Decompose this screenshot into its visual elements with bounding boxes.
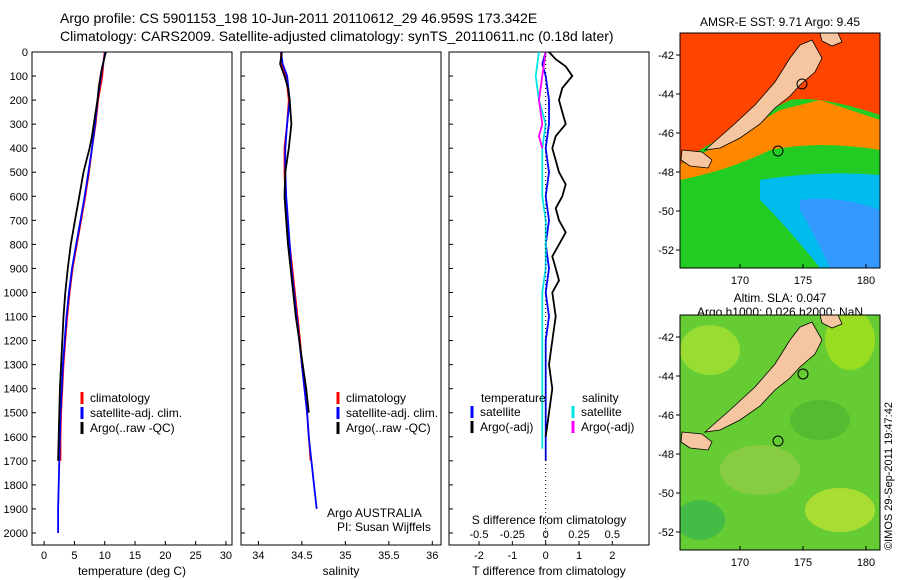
- y-tick-label: 1100: [4, 312, 28, 324]
- x-tick-label: 35: [339, 550, 351, 562]
- y-tick-label: 1900: [4, 504, 28, 516]
- x-top-tick-label: 0.25: [568, 529, 589, 541]
- legend-title-salinity: salinity: [582, 391, 619, 405]
- y-tick-label: 1800: [4, 480, 28, 492]
- legend-entry: satellite-adj. clim.: [90, 406, 182, 420]
- legend-title-temperature: temperature: [481, 391, 546, 405]
- map-y-tick-label: -48: [658, 449, 674, 461]
- legend-entry: satellite: [581, 405, 622, 419]
- y-tick-label: 1500: [4, 408, 28, 420]
- x-tick-label: 34: [252, 550, 264, 562]
- map-y-tick-label: -46: [658, 410, 674, 422]
- series-line-argo--adj-: [538, 51, 547, 149]
- map-y-tick-label: -50: [658, 488, 674, 500]
- legend-entry: satellite: [480, 405, 521, 419]
- x-top-tick-label: 0.5: [605, 529, 620, 541]
- map-x-tick-label: 170: [731, 557, 749, 569]
- y-tick-label: 1000: [4, 287, 28, 299]
- series-line-satellite-adj--clim-: [280, 51, 318, 510]
- x-tick-label: 5: [71, 550, 77, 562]
- legend-entry: Argo(-adj): [480, 420, 533, 434]
- legend-entry: climatology: [90, 391, 150, 405]
- y-tick-label: 600: [10, 191, 28, 203]
- y-tick-label: 500: [10, 167, 28, 179]
- y-tick-label: 200: [10, 95, 28, 107]
- series-line-argo---raw--qc-: [279, 51, 310, 413]
- x-axis-label: salinity: [323, 564, 360, 578]
- sst-map: [680, 33, 880, 268]
- y-tick-label: 1700: [4, 456, 28, 468]
- x-top-tick-label: -0.25: [500, 529, 525, 541]
- y-tick-label: 800: [10, 239, 28, 251]
- y-tick-label: 0: [22, 47, 28, 59]
- x-tick-label: 20: [159, 550, 171, 562]
- x-tick-label: 0: [41, 550, 47, 562]
- y-tick-label: 100: [10, 71, 28, 83]
- panel-frame: [31, 51, 233, 546]
- y-tick-label: 1400: [4, 384, 28, 396]
- sla-map-title-line1: Altim. SLA: 0.047: [734, 291, 827, 305]
- panel-frame: [240, 51, 442, 546]
- x-tick-label: -2: [474, 550, 484, 562]
- credit-text: ©IMOS 29-Sep-2011 19:47:42: [883, 402, 895, 550]
- series-line-argo---raw--qc-: [57, 51, 107, 461]
- y-tick-label: 300: [10, 119, 28, 131]
- y-tick-label: 2000: [4, 528, 28, 540]
- y-tick-label: 1600: [4, 432, 28, 444]
- x-top-axis-label: S difference from climatology: [472, 513, 627, 527]
- map-x-tick-label: 170: [731, 275, 749, 287]
- x-axis-label: T difference from climatology: [472, 564, 626, 578]
- series-line-argo--adj-: [544, 51, 574, 437]
- map-y-tick-label: -52: [658, 245, 674, 257]
- legend-entry: Argo(..raw -QC): [346, 421, 431, 435]
- map-x-tick-label: 175: [794, 557, 812, 569]
- y-tick-label: 1200: [4, 336, 28, 348]
- x-top-tick-label: -0.5: [470, 529, 489, 541]
- map-x-tick-label: 175: [794, 275, 812, 287]
- x-tick-label: 36: [426, 550, 438, 562]
- x-tick-label: 10: [99, 550, 111, 562]
- figure-title-line2: Climatology: CARS2009. Satellite-adjuste…: [60, 28, 614, 44]
- legend-entry: Argo(..raw -QC): [90, 421, 175, 435]
- map-y-tick-label: -44: [658, 89, 674, 101]
- map-x-tick-label: 180: [857, 275, 875, 287]
- x-tick-label: 25: [190, 550, 202, 562]
- y-tick-label: 900: [10, 263, 28, 275]
- x-tick-label: 2: [609, 550, 615, 562]
- map-y-tick-label: -46: [658, 128, 674, 140]
- sst-map-title: AMSR-E SST: 9.71 Argo: 9.45: [700, 15, 860, 29]
- map-y-tick-label: -44: [658, 371, 674, 383]
- annotation-line1: Argo AUSTRALIA: [327, 506, 422, 520]
- legend-entry: Argo(-adj): [581, 420, 634, 434]
- annotation-line2: PI: Susan Wijffels: [337, 520, 431, 534]
- x-tick-label: 0: [543, 550, 549, 562]
- x-tick-label: 34.5: [291, 550, 312, 562]
- x-top-tick-label: 0: [543, 529, 549, 541]
- y-tick-label: 1300: [4, 360, 28, 372]
- x-tick-label: -1: [507, 550, 517, 562]
- y-tick-label: 700: [10, 215, 28, 227]
- figure-title-line1: Argo profile: CS 5901153_198 10-Jun-2011…: [60, 10, 538, 26]
- x-axis-label: temperature (deg C): [78, 564, 186, 578]
- legend-entry: satellite-adj. clim.: [346, 406, 438, 420]
- y-tick-label: 400: [10, 143, 28, 155]
- map-y-tick-label: -48: [658, 167, 674, 179]
- sla-map-frame: [679, 314, 881, 551]
- x-tick-label: 15: [129, 550, 141, 562]
- x-tick-label: 30: [220, 550, 232, 562]
- map-y-tick-label: -42: [658, 332, 674, 344]
- map-y-tick-label: -42: [658, 50, 674, 62]
- x-tick-label: 1: [576, 550, 582, 562]
- sst-map-frame: [679, 32, 881, 269]
- legend-entry: climatology: [346, 391, 406, 405]
- x-tick-label: 35.5: [378, 550, 399, 562]
- sla-map: [680, 315, 880, 550]
- series-line-satellite-adj--clim-: [57, 51, 107, 533]
- map-y-tick-label: -52: [658, 527, 674, 539]
- map-y-tick-label: -50: [658, 206, 674, 218]
- map-x-tick-label: 180: [857, 557, 875, 569]
